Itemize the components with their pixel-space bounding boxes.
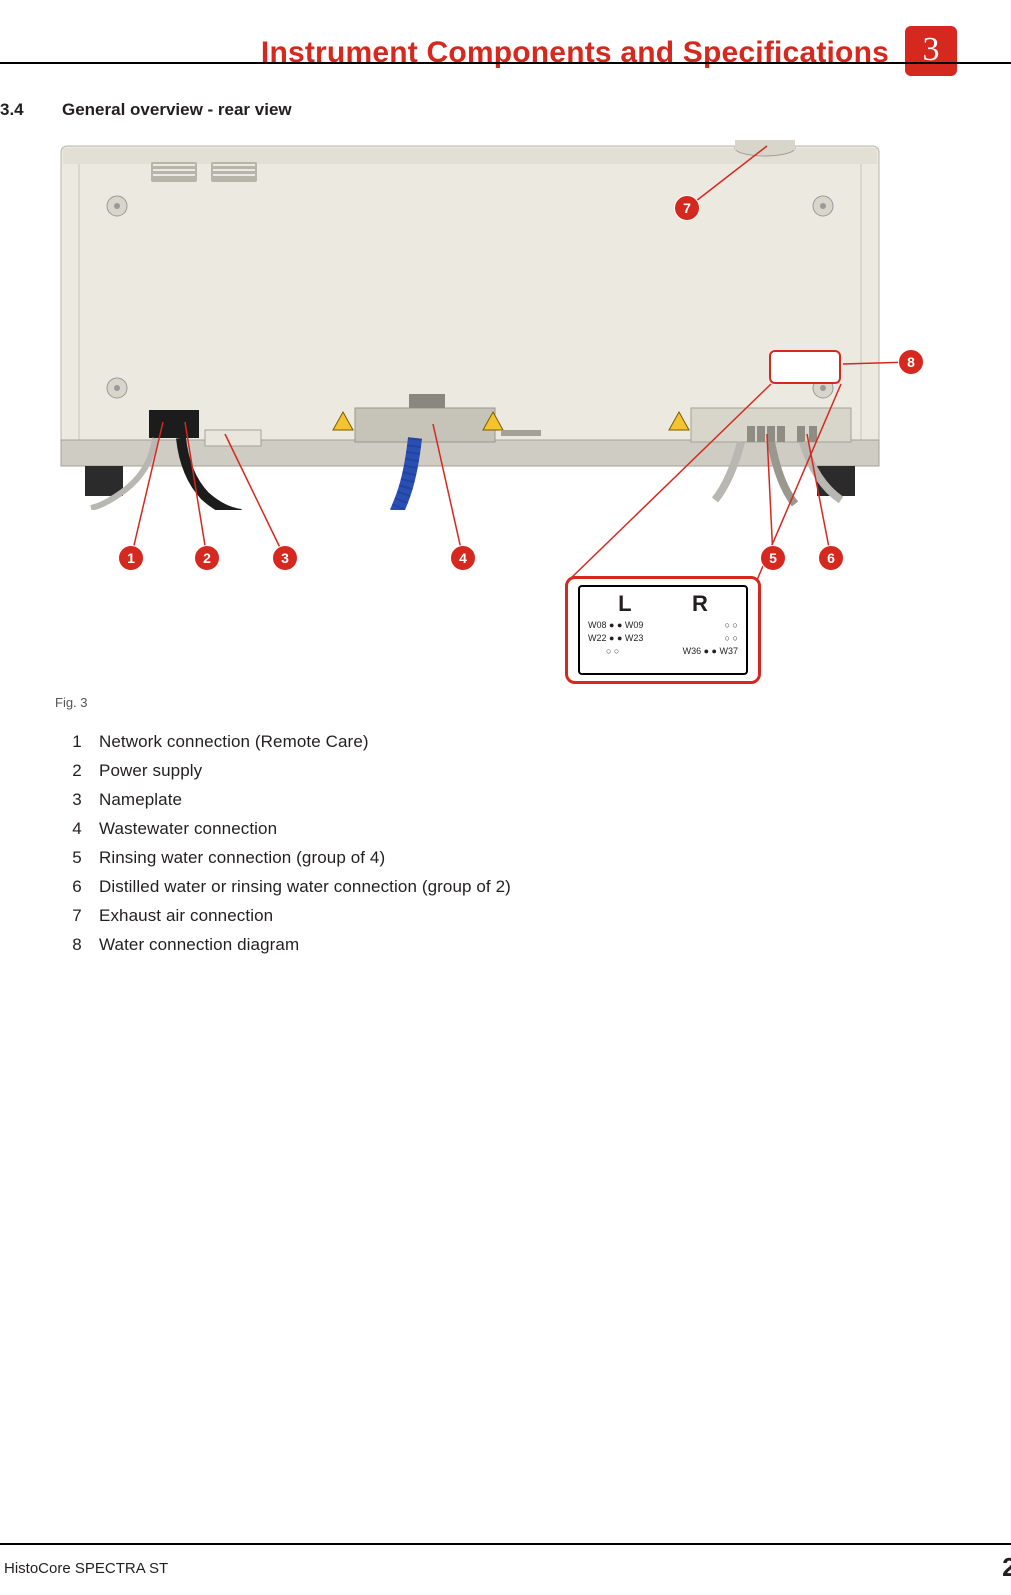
header-rule bbox=[0, 62, 1011, 64]
legend-row: 2Power supply bbox=[55, 761, 875, 781]
legend-text: Distilled water or rinsing water connect… bbox=[99, 877, 511, 897]
section-title: General overview - rear view bbox=[62, 100, 292, 120]
detail-row: ○ ○ bbox=[588, 645, 619, 658]
legend-row: 3Nameplate bbox=[55, 790, 875, 810]
figure-caption: Fig. 3 bbox=[55, 695, 88, 710]
legend-row: 5Rinsing water connection (group of 4) bbox=[55, 848, 875, 868]
legend-text: Power supply bbox=[99, 761, 202, 781]
instrument-photo: L R bbox=[55, 140, 885, 510]
detail-row: W08 ● ● W09 bbox=[588, 619, 643, 632]
legend-number: 5 bbox=[55, 848, 99, 868]
legend-text: Wastewater connection bbox=[99, 819, 277, 839]
legend-row: 8Water connection diagram bbox=[55, 935, 875, 955]
callout-badge-6: 6 bbox=[818, 545, 844, 571]
callout-badge-1: 1 bbox=[118, 545, 144, 571]
legend-text: Water connection diagram bbox=[99, 935, 299, 955]
chapter-title: Instrument Components and Specifications bbox=[261, 36, 889, 70]
detail-row: ○ ○ bbox=[725, 619, 738, 632]
legend-text: Network connection (Remote Care) bbox=[99, 732, 369, 752]
page-number: 23 bbox=[1002, 1552, 1011, 1583]
legend-number: 7 bbox=[55, 906, 99, 926]
legend-number: 6 bbox=[55, 877, 99, 897]
legend-row: 7Exhaust air connection bbox=[55, 906, 875, 926]
callout-badge-4: 4 bbox=[450, 545, 476, 571]
detail-label-L: L bbox=[618, 591, 631, 617]
legend-number: 1 bbox=[55, 732, 99, 752]
chapter-number-badge: 3 bbox=[905, 26, 957, 76]
legend-row: 4Wastewater connection bbox=[55, 819, 875, 839]
legend-row: 6Distilled water or rinsing water connec… bbox=[55, 877, 875, 897]
callout-badge-7: 7 bbox=[674, 195, 700, 221]
detail-row: W36 ● ● W37 bbox=[683, 645, 738, 658]
footer-product-name: HistoCore SPECTRA ST bbox=[4, 1560, 168, 1577]
callout-badge-2: 2 bbox=[194, 545, 220, 571]
figure: L R bbox=[55, 140, 955, 700]
legend-text: Rinsing water connection (group of 4) bbox=[99, 848, 385, 868]
legend-number: 4 bbox=[55, 819, 99, 839]
legend: 1Network connection (Remote Care)2Power … bbox=[55, 732, 875, 964]
water-connection-detail: L R W08 ● ● W09 ○ ○ W22 ● ● W23 ○ ○ ○ ○ … bbox=[565, 576, 761, 684]
label-plate-outline bbox=[769, 350, 841, 384]
callout-badge-3: 3 bbox=[272, 545, 298, 571]
legend-number: 3 bbox=[55, 790, 99, 810]
footer-rule bbox=[0, 1543, 1011, 1545]
detail-row: ○ ○ bbox=[725, 632, 738, 645]
legend-row: 1Network connection (Remote Care) bbox=[55, 732, 875, 752]
legend-text: Nameplate bbox=[99, 790, 182, 810]
detail-label-R: R bbox=[692, 591, 708, 617]
section-number: 3.4 bbox=[0, 100, 24, 120]
callout-badge-5: 5 bbox=[760, 545, 786, 571]
legend-number: 2 bbox=[55, 761, 99, 781]
callout-badge-8: 8 bbox=[898, 349, 924, 375]
legend-text: Exhaust air connection bbox=[99, 906, 273, 926]
legend-number: 8 bbox=[55, 935, 99, 955]
detail-row: W22 ● ● W23 bbox=[588, 632, 643, 645]
